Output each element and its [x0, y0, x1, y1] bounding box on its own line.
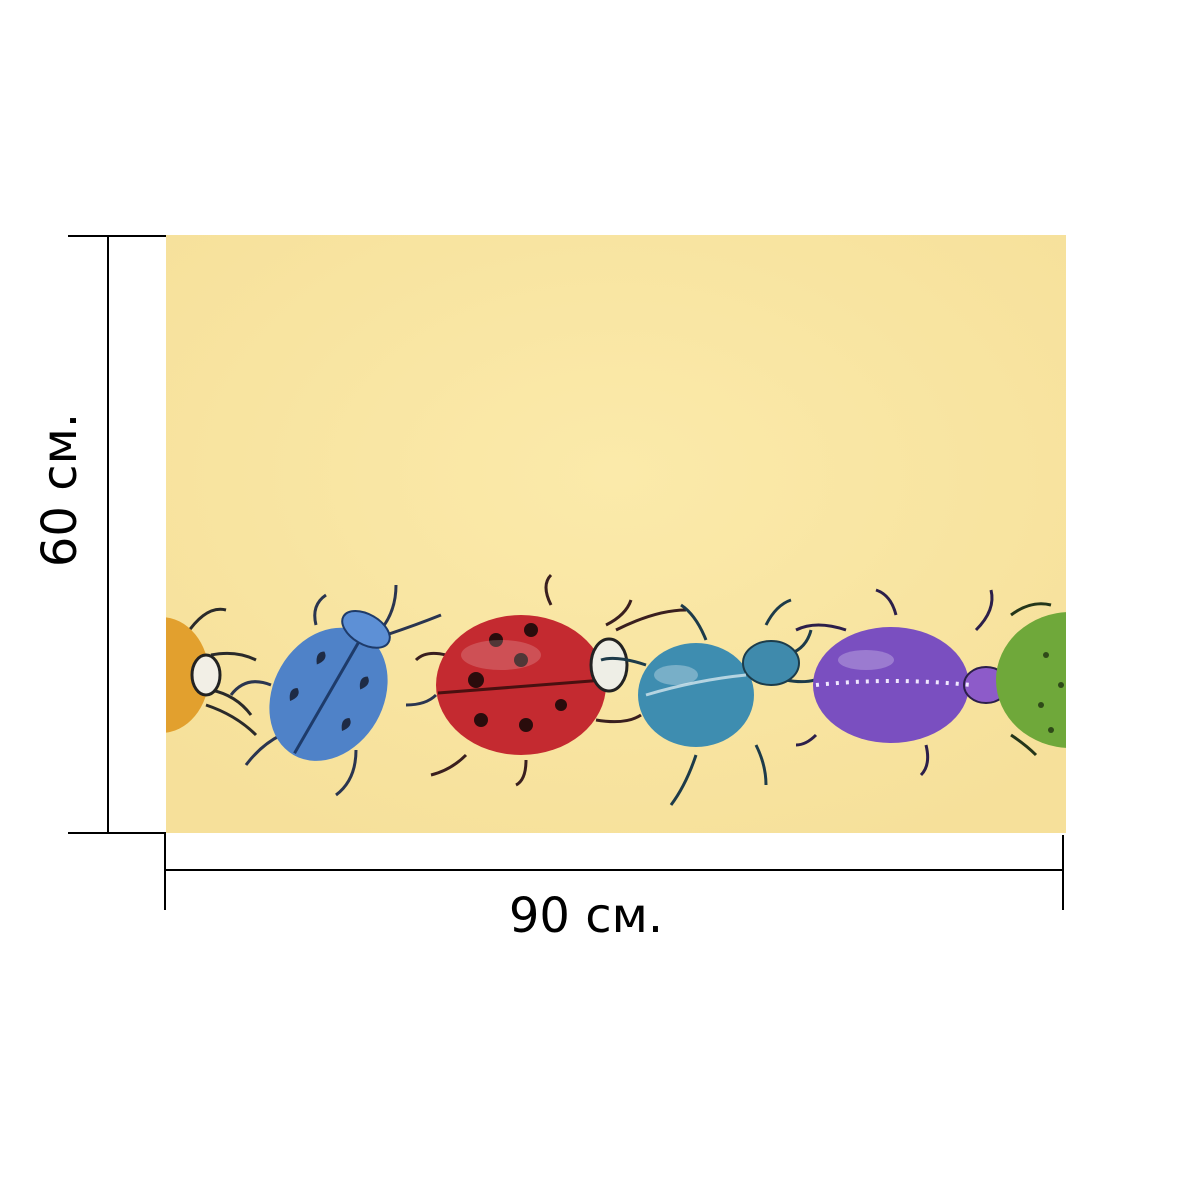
orange-beetle-shell: [166, 617, 209, 733]
height-dimension: 60 см.: [30, 340, 90, 640]
blue-heart-beetle: [269, 610, 391, 761]
purple-beetle: [813, 627, 1009, 743]
width-dimension-label: 90 см.: [508, 888, 664, 944]
product-artwork: [166, 235, 1066, 833]
height-dimension-label: 60 см.: [32, 412, 88, 568]
teal-beetle: [638, 640, 800, 747]
beetles-illustration: [166, 235, 1066, 833]
red-ladybug: [436, 615, 629, 755]
green-beetle: [996, 612, 1066, 748]
